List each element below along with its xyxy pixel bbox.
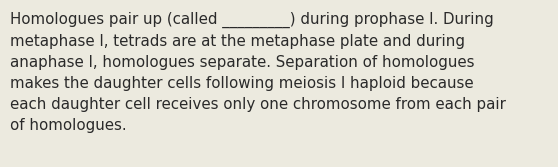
Text: Homologues pair up (called _________) during prophase I. During
metaphase I, tet: Homologues pair up (called _________) du… [10, 12, 506, 133]
